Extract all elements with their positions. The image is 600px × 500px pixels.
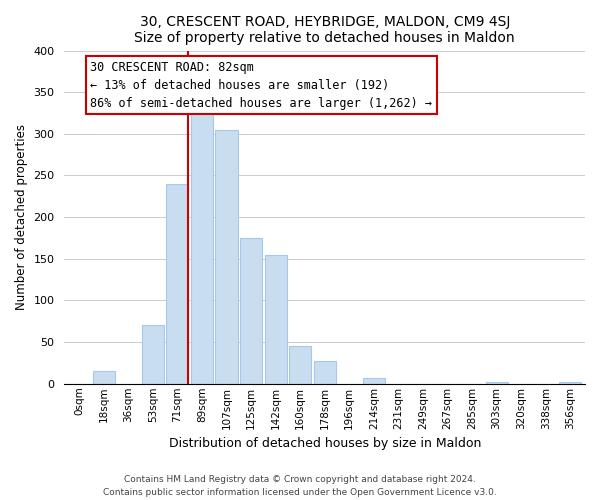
Text: 30 CRESCENT ROAD: 82sqm
← 13% of detached houses are smaller (192)
86% of semi-d: 30 CRESCENT ROAD: 82sqm ← 13% of detache… bbox=[91, 60, 433, 110]
Y-axis label: Number of detached properties: Number of detached properties bbox=[15, 124, 28, 310]
Bar bbox=[92, 372, 115, 384]
Bar bbox=[191, 104, 213, 384]
Bar bbox=[166, 184, 188, 384]
Bar bbox=[314, 362, 336, 384]
Bar bbox=[289, 346, 311, 384]
X-axis label: Distribution of detached houses by size in Maldon: Distribution of detached houses by size … bbox=[169, 437, 481, 450]
Title: 30, CRESCENT ROAD, HEYBRIDGE, MALDON, CM9 4SJ
Size of property relative to detac: 30, CRESCENT ROAD, HEYBRIDGE, MALDON, CM… bbox=[134, 15, 515, 45]
Bar bbox=[485, 382, 508, 384]
Bar bbox=[142, 326, 164, 384]
Bar bbox=[215, 130, 238, 384]
Bar bbox=[559, 382, 581, 384]
Text: Contains HM Land Registry data © Crown copyright and database right 2024.
Contai: Contains HM Land Registry data © Crown c… bbox=[103, 476, 497, 497]
Bar bbox=[265, 254, 287, 384]
Bar bbox=[363, 378, 385, 384]
Bar bbox=[240, 238, 262, 384]
